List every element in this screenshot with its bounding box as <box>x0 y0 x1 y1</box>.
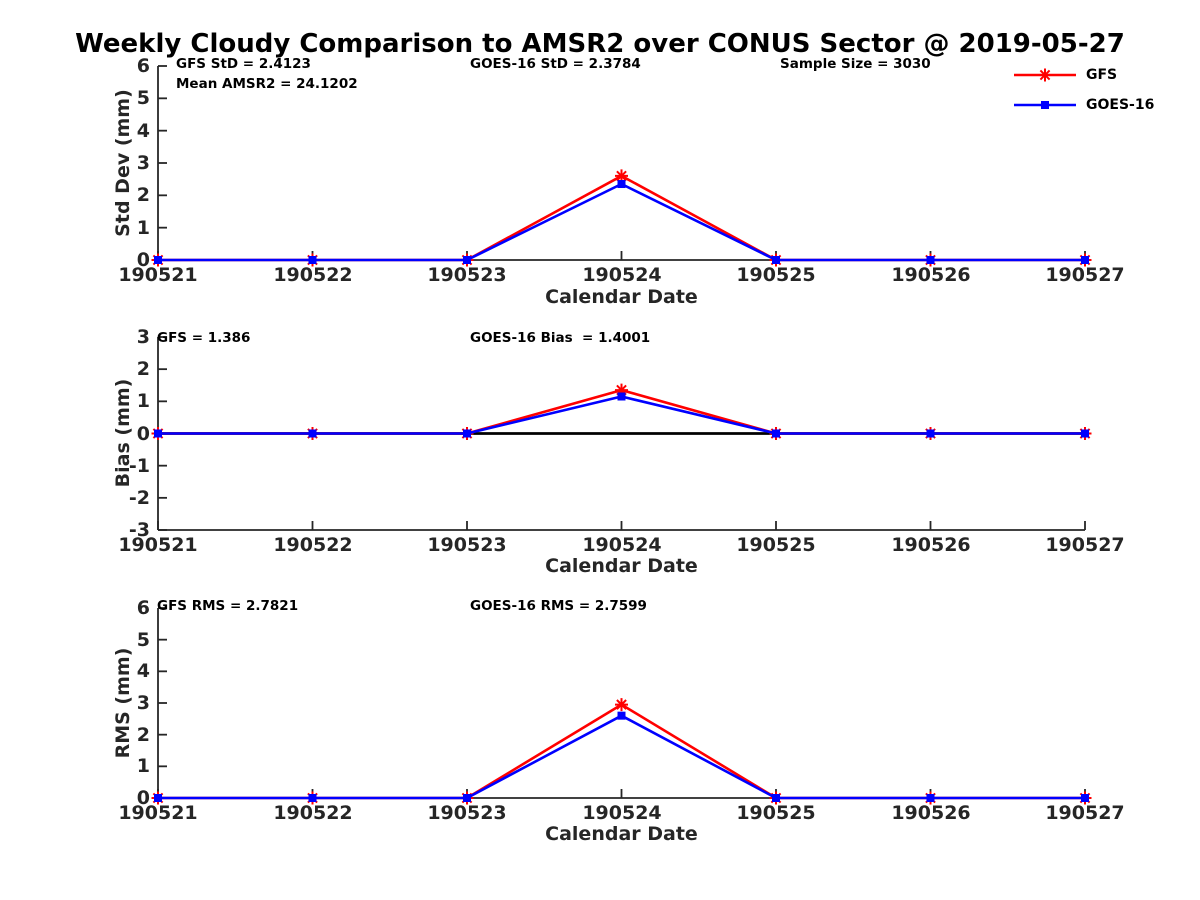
legend-entry-gfs: GFS <box>1012 66 1117 84</box>
y-tick-label: 2 <box>136 358 150 380</box>
goes16-series-line-bias <box>158 395 1085 435</box>
y-tick-label: 5 <box>136 629 150 651</box>
y-tick-label: 2 <box>136 184 150 206</box>
x-tick-label: 190524 <box>582 264 662 286</box>
y-tick-label: 0 <box>136 787 150 809</box>
stat-gfs-std: GFS StD = 2.4123 <box>176 56 311 72</box>
asterisk-marker <box>615 698 628 712</box>
x-tick-label: 190524 <box>582 802 662 824</box>
y-tick-label: 0 <box>136 423 150 445</box>
x-tick-label: 190526 <box>891 802 971 824</box>
gfs-series-line-std-dev <box>158 174 1085 262</box>
x-tick-label: 190527 <box>1045 802 1125 824</box>
y-tick-label: 5 <box>136 87 150 109</box>
x-tick-label: 190525 <box>736 802 816 824</box>
stat-gfs-bias: GFS = 1.386 <box>157 330 251 346</box>
square-marker <box>308 794 317 802</box>
y-tick-label: 3 <box>136 152 150 174</box>
y-tick-label: 1 <box>136 217 150 239</box>
square-marker <box>1081 429 1089 438</box>
x-tick-label: 190521 <box>118 802 198 824</box>
square-marker <box>926 794 935 802</box>
square-marker <box>926 429 935 438</box>
x-axis-label-panel1: Calendar Date <box>545 286 698 308</box>
square-marker <box>154 429 162 438</box>
square-marker <box>926 256 935 264</box>
square-marker <box>772 794 780 802</box>
y-tick-label: 1 <box>136 755 150 777</box>
x-tick-label: 190521 <box>118 264 198 286</box>
y-tick-label: 4 <box>136 120 150 142</box>
y-tick-label: 4 <box>136 660 150 682</box>
y-tick-label: -3 <box>128 519 150 541</box>
x-tick-label: 190527 <box>1045 534 1125 556</box>
x-tick-label: 190524 <box>582 534 662 556</box>
y-tick-label: 3 <box>136 326 150 348</box>
square-marker <box>772 256 780 264</box>
y-tick-label: -2 <box>128 487 150 509</box>
x-tick-label: 190522 <box>273 802 353 824</box>
x-axis-label-panel3: Calendar Date <box>545 823 698 845</box>
stat-goes16-rms: GOES-16 RMS = 2.7599 <box>470 598 647 614</box>
goes16-line-sample-icon <box>1014 101 1076 109</box>
square-marker <box>1081 794 1089 802</box>
y-tick-label: 6 <box>136 597 150 619</box>
stat-gfs-rms: GFS RMS = 2.7821 <box>157 598 299 614</box>
x-tick-label: 190527 <box>1045 264 1125 286</box>
goes16-series-line-std-dev <box>158 182 1085 262</box>
y-tick-label: -1 <box>128 455 150 477</box>
x-tick-label: 190523 <box>427 264 507 286</box>
asterisk-marker <box>615 169 628 183</box>
goes16-series-line-rms <box>158 714 1085 800</box>
legend-label-goes16: GOES-16 <box>1086 97 1155 113</box>
square-marker <box>1081 256 1089 264</box>
legend-entry-goes16: GOES-16 <box>1012 96 1154 114</box>
gfs-line-sample-icon <box>1014 68 1076 82</box>
square-marker <box>463 429 471 438</box>
square-marker <box>617 711 626 720</box>
x-tick-label: 190522 <box>273 264 353 286</box>
y-tick-label: 6 <box>136 55 150 77</box>
x-tick-label: 190525 <box>736 264 816 286</box>
y-tick-label: 1 <box>136 390 150 412</box>
x-axis-label-panel2: Calendar Date <box>545 555 698 577</box>
x-tick-label: 190526 <box>891 534 971 556</box>
asterisk-marker <box>615 383 628 397</box>
square-marker <box>617 392 626 401</box>
y-tick-label: 0 <box>136 249 150 271</box>
y-tick-label: 2 <box>136 724 150 746</box>
stat-goes16-std: GOES-16 StD = 2.3784 <box>470 56 641 72</box>
square-marker <box>463 794 471 802</box>
square-marker <box>308 256 317 264</box>
x-tick-label: 190522 <box>273 534 353 556</box>
x-tick-label: 190521 <box>118 534 198 556</box>
square-marker <box>308 429 317 438</box>
stat-goes16-bias: GOES-16 Bias = 1.4001 <box>470 330 651 346</box>
x-tick-label: 190526 <box>891 264 971 286</box>
chart-title: Weekly Cloudy Comparison to AMSR2 over C… <box>75 29 1125 59</box>
stat-sample-size: Sample Size = 3030 <box>780 56 931 72</box>
square-marker <box>154 256 162 264</box>
y-tick-label: 3 <box>136 692 150 714</box>
square-marker <box>463 256 471 264</box>
square-marker <box>772 429 780 438</box>
square-marker <box>154 794 162 802</box>
square-marker <box>617 180 626 189</box>
x-tick-label: 190523 <box>427 802 507 824</box>
x-tick-label: 190525 <box>736 534 816 556</box>
stat-mean-amsr2: Mean AMSR2 = 24.1202 <box>176 76 358 92</box>
x-tick-label: 190523 <box>427 534 507 556</box>
legend-label-gfs: GFS <box>1086 67 1118 83</box>
